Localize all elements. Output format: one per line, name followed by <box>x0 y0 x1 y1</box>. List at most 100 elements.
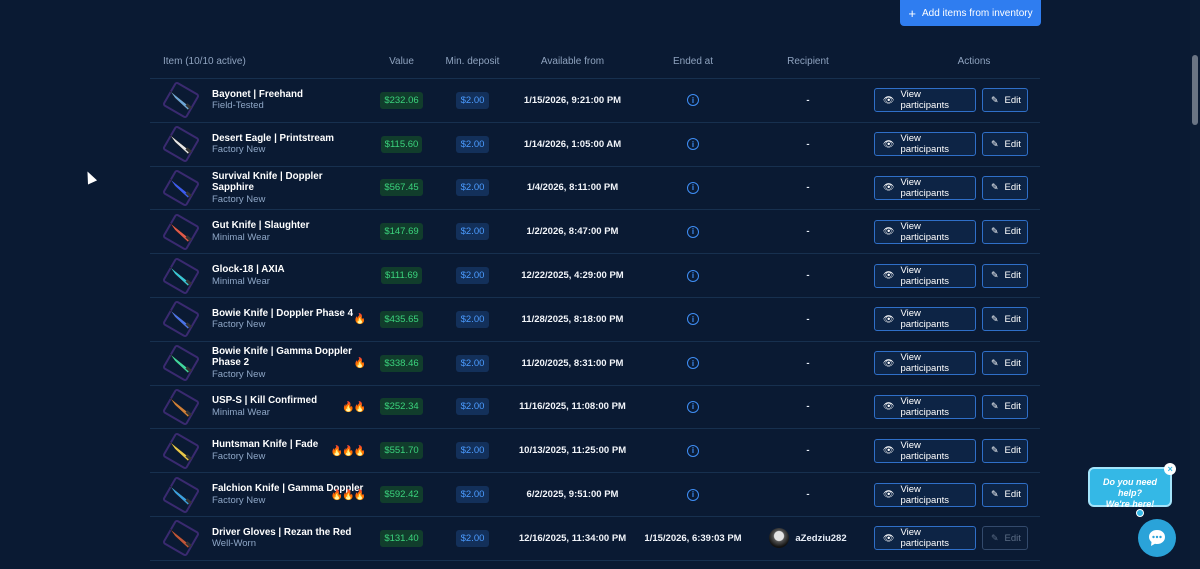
item-thumbnail <box>161 256 201 295</box>
weapon-icon <box>169 485 192 505</box>
available-from-value: 1/4/2026, 8:11:00 PM <box>526 182 619 194</box>
ended-at-value: 1/15/2026, 6:39:03 PM <box>644 532 742 544</box>
eye-icon: 👁 <box>883 94 895 105</box>
edit-button[interactable]: ✎ Edit <box>982 307 1028 332</box>
recipient-cell: - <box>748 489 868 500</box>
edit-icon: ✎ <box>991 270 999 281</box>
edit-icon: ✎ <box>991 94 999 105</box>
help-indicator <box>1136 509 1144 517</box>
help-bubble[interactable]: Do you need help? We're here! × <box>1088 463 1176 509</box>
edit-icon: ✎ <box>991 182 999 193</box>
table-row: Bayonet | Freehand Field-Tested $232.06 … <box>150 79 1040 123</box>
col-available-from: Available from <box>540 55 605 67</box>
weapon-icon <box>169 266 192 286</box>
ended-at-cell: i <box>638 181 748 194</box>
item-cell: Falchion Knife | Gamma Doppler Factory N… <box>150 475 366 514</box>
view-participants-button[interactable]: 👁 View participants <box>874 307 976 332</box>
weapon-icon <box>169 178 192 199</box>
view-participants-button[interactable]: 👁 View participants <box>874 219 976 244</box>
weapon-icon <box>169 134 192 155</box>
edit-button[interactable]: ✎ Edit <box>982 175 1028 200</box>
value-badge: $592.42 <box>380 486 423 504</box>
edit-icon: ✎ <box>991 401 999 412</box>
view-participants-button[interactable]: 👁 View participants <box>874 88 976 113</box>
info-icon[interactable]: i <box>687 94 699 107</box>
recipient-value: - <box>806 226 810 238</box>
info-icon[interactable]: i <box>687 444 699 457</box>
edit-button[interactable]: ✎ Edit <box>982 219 1028 244</box>
info-icon[interactable]: i <box>687 488 699 501</box>
info-icon[interactable]: i <box>687 181 699 194</box>
edit-button[interactable]: ✎ Edit <box>982 132 1028 157</box>
value-badge: $252.34 <box>380 398 423 416</box>
item-thumbnail <box>161 300 201 339</box>
actions-cell: 👁 View participants ✎ Edit <box>868 351 1040 376</box>
edit-button[interactable]: ✎ Edit <box>982 438 1028 463</box>
fire-icon: 🔥🔥🔥 <box>330 445 366 457</box>
available-from-value: 1/14/2026, 1:05:00 AM <box>523 138 622 150</box>
add-items-button[interactable]: + Add items from inventory <box>900 0 1041 26</box>
recipient-value: - <box>806 401 810 413</box>
item-thumbnail <box>161 81 201 120</box>
scroll-thumb[interactable] <box>1192 55 1198 125</box>
col-recipient: Recipient <box>787 55 829 67</box>
item-cell: Huntsman Knife | Fade Factory New 🔥🔥🔥 <box>150 431 366 470</box>
chat-button[interactable] <box>1138 519 1176 557</box>
item-thumbnail <box>161 387 201 427</box>
weapon-icon <box>169 91 192 111</box>
value-badge: $435.65 <box>380 310 423 328</box>
edit-icon: ✎ <box>991 489 999 500</box>
item-thumbnail <box>161 519 201 558</box>
item-name: USP-S | Kill Confirmed <box>212 395 318 407</box>
ended-at-cell: i <box>638 225 748 238</box>
recipient-cell: aZedziu282 <box>748 528 868 549</box>
edit-button[interactable]: ✎ Edit <box>982 482 1028 507</box>
table-row: USP-S | Kill Confirmed Minimal Wear 🔥🔥 $… <box>150 386 1040 430</box>
recipient-cell: - <box>748 182 868 193</box>
edit-button[interactable]: ✎ Edit <box>982 88 1028 113</box>
table-row: Driver Gloves | Rezan the Red Well-Worn … <box>150 517 1040 561</box>
item-name: Gut Knife | Slaughter <box>212 220 310 232</box>
view-participants-button[interactable]: 👁 View participants <box>874 175 976 200</box>
value-badge: $232.06 <box>380 91 423 109</box>
edit-button[interactable]: ✎ Edit <box>982 526 1028 551</box>
value-badge: $115.60 <box>380 135 423 153</box>
ended-at-cell: i <box>638 138 748 151</box>
info-icon[interactable]: i <box>687 138 699 151</box>
actions-cell: 👁 View participants ✎ Edit <box>868 88 1040 113</box>
view-participants-button[interactable]: 👁 View participants <box>874 438 976 463</box>
close-icon[interactable]: × <box>1164 463 1176 475</box>
min-deposit-badge: $2.00 <box>455 442 490 460</box>
view-participants-button[interactable]: 👁 View participants <box>874 132 976 157</box>
edit-button[interactable]: ✎ Edit <box>982 351 1028 376</box>
view-participants-button[interactable]: 👁 View participants <box>874 526 976 551</box>
edit-button[interactable]: ✎ Edit <box>982 394 1028 419</box>
weapon-icon <box>169 222 192 243</box>
edit-button[interactable]: ✎ Edit <box>982 263 1028 288</box>
view-participants-button[interactable]: 👁 View participants <box>874 394 976 419</box>
view-participants-button[interactable]: 👁 View participants <box>874 351 976 376</box>
value-badge: $338.46 <box>380 354 423 372</box>
available-from-value: 12/22/2025, 4:29:00 PM <box>521 270 624 282</box>
info-icon[interactable]: i <box>687 357 699 370</box>
item-thumbnail <box>161 431 201 470</box>
view-participants-button[interactable]: 👁 View participants <box>874 482 976 507</box>
actions-cell: 👁 View participants ✎ Edit <box>868 132 1040 157</box>
item-thumbnail <box>161 168 201 208</box>
info-icon[interactable]: i <box>687 313 699 326</box>
info-icon[interactable]: i <box>687 269 699 282</box>
view-participants-label: View participants <box>900 483 950 506</box>
min-deposit-badge: $2.00 <box>455 267 490 285</box>
recipient-value: - <box>806 138 810 150</box>
fire-icon: 🔥🔥🔥 <box>330 489 366 501</box>
item-condition: Factory New <box>212 144 266 156</box>
info-icon[interactable]: i <box>687 400 699 413</box>
actions-cell: 👁 View participants ✎ Edit <box>868 526 1040 551</box>
weapon-icon <box>169 529 192 549</box>
view-participants-button[interactable]: 👁 View participants <box>874 263 976 288</box>
item-cell: Bowie Knife | Gamma Doppler Phase 2 Fact… <box>150 344 366 383</box>
item-condition: Minimal Wear <box>212 406 270 418</box>
value-badge: $131.40 <box>380 529 423 547</box>
info-icon[interactable]: i <box>687 225 699 238</box>
scrollbar[interactable] <box>1190 0 1200 569</box>
